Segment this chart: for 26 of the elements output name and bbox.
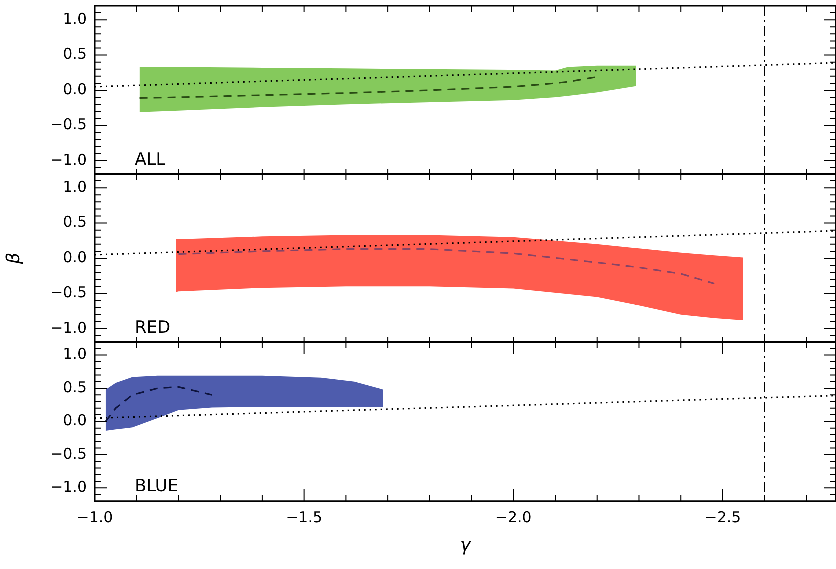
line-series <box>105 386 214 422</box>
y-tick-label: 0.5 <box>63 213 87 232</box>
x-tick-label: −2.0 <box>495 508 532 526</box>
x-tick-label: −1.5 <box>286 508 323 526</box>
y-tick-label: 1.0 <box>63 178 87 196</box>
y-tick-label: −1.0 <box>50 478 87 496</box>
y-tick-label: 0.5 <box>63 378 87 396</box>
y-tick-label: 0.0 <box>63 248 87 266</box>
x-tick-label: −2.5 <box>704 508 742 526</box>
y-tick-label: −1.0 <box>50 150 87 169</box>
y-tick-label: −0.5 <box>50 444 87 463</box>
y-tick-label: −0.5 <box>50 284 87 302</box>
x-tick-label: −1.0 <box>76 508 114 526</box>
y-tick-label: 1.0 <box>63 345 87 364</box>
y-axis-title: β <box>3 252 24 266</box>
y-tick-label: 0.0 <box>63 80 87 98</box>
annotation: RED <box>135 318 171 338</box>
y-tick-label: 0.0 <box>63 412 87 430</box>
y-tick-label: 0.5 <box>63 45 87 64</box>
y-tick-label: −1.0 <box>50 318 87 337</box>
line-series <box>178 248 716 285</box>
annotation: BLUE <box>135 476 178 496</box>
y-tick-label: 1.0 <box>63 10 87 28</box>
x-axis-title: γ <box>460 534 472 556</box>
annotation: ALL <box>135 150 166 170</box>
y-tick-label: −0.5 <box>50 116 87 134</box>
